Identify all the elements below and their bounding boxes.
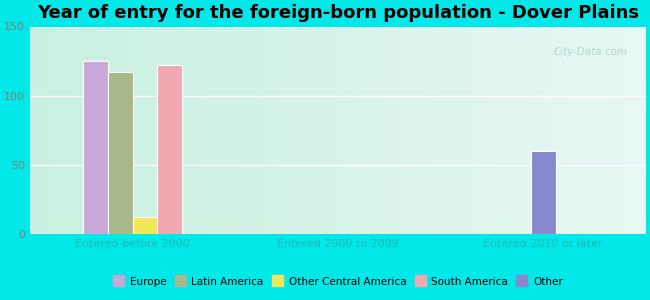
Bar	[108, 72, 133, 234]
Bar	[157, 65, 182, 234]
Legend: Europe, Latin America, Other Central America, South America, Other: Europe, Latin America, Other Central Ame…	[113, 277, 563, 286]
Text: City-Data.com: City-Data.com	[553, 47, 627, 57]
Bar	[83, 61, 108, 234]
Bar	[531, 151, 556, 234]
Title: Year of entry for the foreign-born population - Dover Plains: Year of entry for the foreign-born popul…	[37, 4, 639, 22]
Bar	[133, 218, 157, 234]
